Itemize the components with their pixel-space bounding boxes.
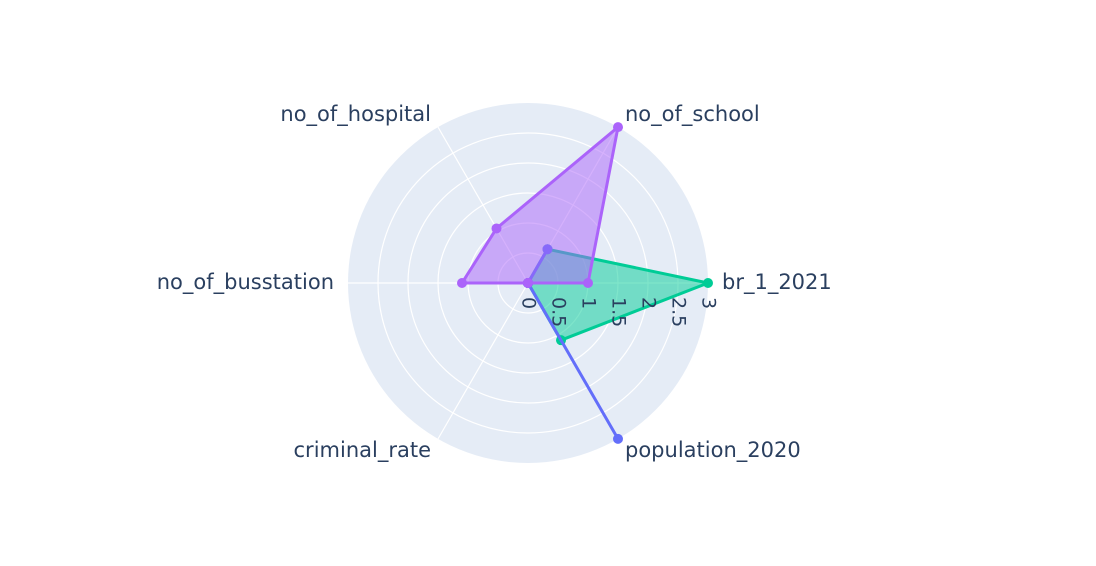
grid-spoke-criminal_rate — [437, 282, 529, 440]
series-2-point-no_of_busstation — [457, 278, 467, 288]
axis-label-no_of_busstation: no_of_busstation — [157, 270, 334, 295]
axis-labels: br_1_2021 no_of_school no_of_hospital no_of… — [157, 102, 832, 463]
series-2-point-no_of_hospital — [491, 223, 502, 234]
radial-tick-label-2: 1 — [578, 297, 600, 309]
series-0-point-br_1_2021 — [703, 278, 713, 288]
radial-tick-label-4: 2 — [638, 297, 660, 309]
axis-label-br_1_2021: br_1_2021 — [722, 270, 832, 295]
series-2-point-br_1_2021 — [583, 278, 593, 288]
axis-label-no_of_school: no_of_school — [625, 102, 760, 127]
radial-tick-label-6: 3 — [698, 297, 720, 309]
axis-label-criminal_rate: criminal_rate — [294, 438, 431, 463]
series-2-point-no_of_school — [613, 122, 623, 133]
series-2-area — [460, 125, 620, 285]
radial-tick-label-1: 0.5 — [548, 297, 570, 327]
radial-ticks: 0 0.5 1 1.5 2 2.5 3 — [518, 297, 720, 327]
series-1-point-population_2020 — [613, 433, 623, 444]
series-layer — [457, 122, 713, 444]
radial-tick-label-3: 1.5 — [608, 297, 630, 327]
series-2-point-population_2020 — [523, 278, 533, 288]
radial-tick-label-5: 2.5 — [668, 297, 690, 327]
axis-label-population_2020: population_2020 — [625, 438, 801, 463]
radial-tick-label-0: 0 — [518, 297, 540, 309]
axis-label-no_of_hospital: no_of_hospital — [280, 102, 431, 127]
